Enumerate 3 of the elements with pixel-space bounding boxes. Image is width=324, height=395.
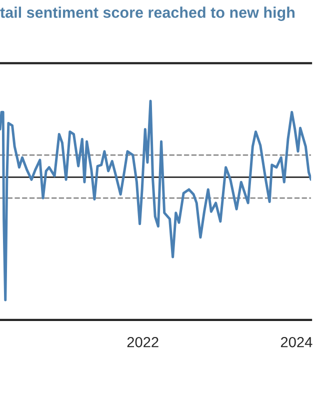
x-tick-label: 2024 <box>280 337 312 348</box>
x-tick-label: 2022 <box>127 337 158 348</box>
chart-title: tail sentiment score reached to new high <box>0 6 294 21</box>
